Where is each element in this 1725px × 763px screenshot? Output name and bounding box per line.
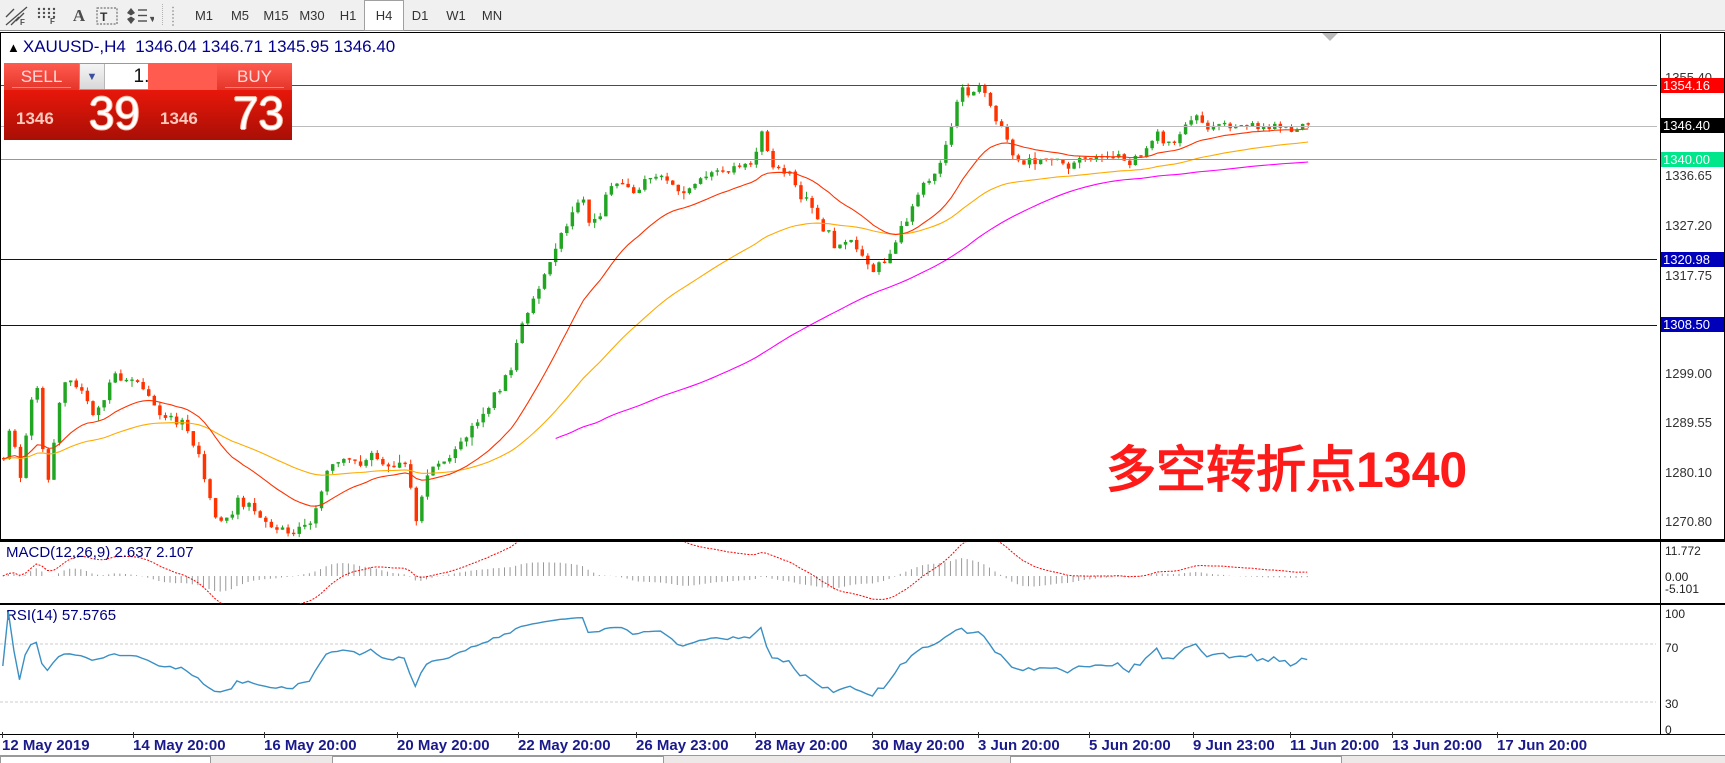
svg-text:▼: ▼ [148,14,154,24]
svg-text:F: F [20,18,25,26]
svg-text:T: T [100,10,108,24]
svg-text:F: F [50,17,55,25]
